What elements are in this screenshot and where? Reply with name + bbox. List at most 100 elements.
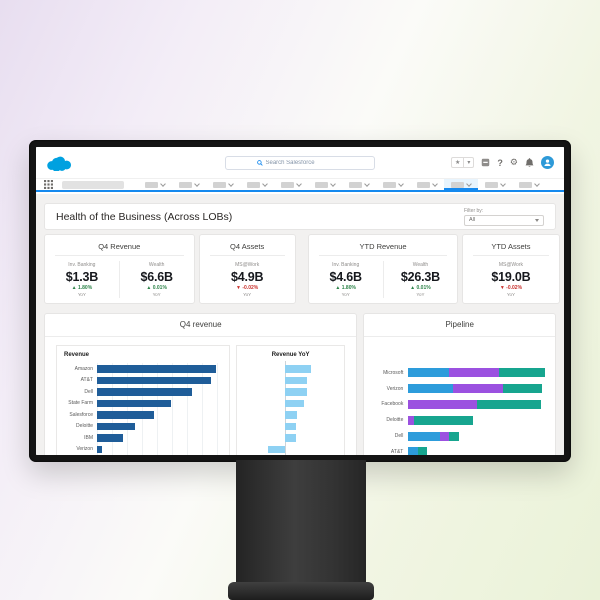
kpi-metric-wealth: Wealth $6.6B ▲ 0.01% YoY <box>118 261 194 298</box>
metric-delta: ▼ -0.02% <box>236 285 259 291</box>
bar-track <box>97 420 222 432</box>
metric-label: Wealth <box>412 262 429 268</box>
bar-track <box>97 432 222 444</box>
chevron-down-icon <box>364 180 370 187</box>
bar-segment-segment-2 <box>408 399 477 409</box>
nav-tab-10[interactable] <box>444 179 478 190</box>
bar-segment-segment-3 <box>413 415 473 425</box>
category-label: Dell <box>394 433 404 440</box>
stacked-bar-track <box>408 368 545 378</box>
revenue-bar-chart: Amazon AT&T Dell State Farm Salesforce Deloit… <box>64 363 222 455</box>
metric-value: $4.9B <box>230 270 264 284</box>
pipeline-row-deloitte: Deloitte <box>370 412 545 428</box>
yoy-bar <box>268 445 285 453</box>
revenue-bar <box>97 376 211 384</box>
notifications-bell-icon[interactable] <box>525 157 534 168</box>
user-avatar[interactable] <box>541 156 554 169</box>
category-label: Microsoft <box>383 369 404 376</box>
nav-tab-7[interactable] <box>342 179 376 190</box>
revenue-row-verizon: Verizon <box>64 443 222 455</box>
tab-label-placeholder <box>519 181 532 188</box>
metric-label: Inv. Banking <box>332 262 360 268</box>
chevron-down-icon <box>534 180 540 187</box>
kpi-metrics: Inv. Banking $1.3B ▲ 1.80% YoY Wealth $6.6B ▲ … <box>45 261 194 298</box>
nav-tab-6[interactable] <box>308 179 342 190</box>
chevron-down-icon <box>466 180 472 187</box>
metric-label: MS@Work <box>235 262 260 268</box>
dashboard-content: Health of the Business (Across LOBs) Fil… <box>36 194 564 455</box>
revenue-bar <box>97 434 124 442</box>
app-launcher-icon[interactable] <box>44 180 53 189</box>
help-icon[interactable]: ? <box>497 157 503 168</box>
nav-tab-8[interactable] <box>376 179 410 190</box>
yoy-bar <box>284 365 312 373</box>
nav-tab-9[interactable] <box>410 179 444 190</box>
nav-tab-5[interactable] <box>274 179 308 190</box>
nav-tab-1[interactable] <box>138 179 172 190</box>
metric-delta: ▲ 1.80% <box>335 285 356 291</box>
tab-label-placeholder <box>485 181 498 188</box>
yoy-row-amazon <box>242 363 339 375</box>
bar-track <box>97 409 222 421</box>
kpi-metric-ms-work: MS@Work $19.0B ▼ -0.02% YoY <box>463 261 558 298</box>
revenue-bar <box>97 388 192 396</box>
metric-delta: ▼ -0.02% <box>499 285 523 291</box>
favorites-control[interactable]: ★ ▾ <box>451 157 475 168</box>
stacked-bar-track <box>408 399 545 409</box>
search-input[interactable] <box>265 159 344 166</box>
yoy-row-deloitte <box>242 421 339 433</box>
kpi-card-q4-assets: Q4 Assets MS@Work $4.9B ▼ -0.02% YoY <box>198 234 296 304</box>
chevron-down-icon <box>500 180 506 187</box>
nav-tab-12[interactable] <box>512 179 546 190</box>
revenue-row-ibm: IBM <box>64 432 222 444</box>
global-search[interactable] <box>225 155 375 170</box>
kpi-metrics: Inv. Banking $4.6B ▲ 1.80% YoY Wealth $26.3B ▲… <box>309 261 458 298</box>
yoy-row-dell <box>242 386 339 398</box>
kpi-row: Q4 Revenue Inv. Banking $1.3B ▲ 1.80% YoY Wea… <box>44 234 560 304</box>
divider <box>318 255 448 256</box>
tab-label-placeholder <box>145 181 158 188</box>
chart-panels: Revenue Amazon AT&T Dell State Farm Salesfor… <box>45 337 356 455</box>
metric-value: $19.0B <box>491 270 531 284</box>
pipeline-chart-card: Pipeline Microsoft Verizon Facebook Deloitt… <box>363 313 556 455</box>
bar-segment-segment-2 <box>408 415 414 425</box>
revenue-row-dell: Dell <box>64 386 222 398</box>
nav-tab-11[interactable] <box>478 179 512 190</box>
bar-segment-segment-2 <box>449 368 499 378</box>
nav-tab-2[interactable] <box>172 179 206 190</box>
bar-segment-segment-3 <box>502 384 543 394</box>
favorites-dropdown-icon[interactable]: ▾ <box>463 157 473 168</box>
metric-delta: ▲ 0.01% <box>410 285 431 291</box>
tab-label-placeholder <box>179 181 192 188</box>
kpi-metrics: MS@Work $19.0B ▼ -0.02% YoY <box>463 261 558 298</box>
favorites-star-icon[interactable]: ★ <box>455 159 461 166</box>
nav-tab-4[interactable] <box>240 179 274 190</box>
chevron-down-icon <box>432 180 438 187</box>
salesforce-cloud-logo <box>47 156 71 171</box>
divider <box>55 255 184 256</box>
apps-box-icon[interactable] <box>481 158 490 167</box>
yoy-bar <box>284 411 298 419</box>
category-label: Facebook <box>381 401 404 408</box>
filter-select[interactable]: All <box>464 214 544 226</box>
bar-track <box>97 397 222 409</box>
revenue-bar <box>97 411 154 419</box>
setup-gear-icon[interactable]: ⚙ <box>509 157 518 168</box>
revenue-yoy-bar-chart <box>242 361 339 455</box>
bar-track <box>97 386 222 398</box>
divider <box>209 255 285 256</box>
metric-value: $6.6B <box>140 270 173 284</box>
filter-value: All <box>469 217 476 223</box>
chart-card-title: Pipeline <box>445 320 474 329</box>
yoy-row-state-farm <box>242 398 339 410</box>
divider <box>364 336 555 337</box>
nav-tab-3[interactable] <box>206 179 240 190</box>
yoy-bar <box>284 388 308 396</box>
chevron-down-icon <box>398 180 404 187</box>
revenue-bar <box>97 399 171 407</box>
global-header: ★ ▾ ? ⚙ <box>36 147 564 179</box>
category-label: Verizon <box>76 446 93 453</box>
bar-track <box>97 443 222 455</box>
category-label: Dell <box>84 388 93 395</box>
category-label: Deloitte <box>386 417 404 424</box>
